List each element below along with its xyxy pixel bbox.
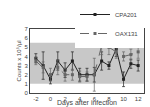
svg-text:2: 2 xyxy=(24,72,28,78)
svg-text:2: 2 xyxy=(63,96,67,102)
svg-text:5: 5 xyxy=(24,44,28,50)
svg-text:Days after infection: Days after infection xyxy=(57,99,117,107)
svg-text:4: 4 xyxy=(24,54,28,60)
svg-text:10: 10 xyxy=(120,96,127,102)
svg-text:3: 3 xyxy=(24,63,28,69)
svg-text:8: 8 xyxy=(107,96,111,102)
svg-text:1: 1 xyxy=(24,81,28,87)
svg-text:CPA201: CPA201 xyxy=(115,12,138,18)
svg-text:OAX131: OAX131 xyxy=(115,31,138,37)
svg-text:0: 0 xyxy=(49,96,53,102)
svg-text:6: 6 xyxy=(24,35,28,41)
svg-text:0: 0 xyxy=(24,90,28,96)
svg-text:6: 6 xyxy=(93,96,97,102)
svg-text:4: 4 xyxy=(78,96,82,102)
svg-text:7: 7 xyxy=(24,26,28,32)
svg-text:-2: -2 xyxy=(33,96,39,102)
svg-text:12: 12 xyxy=(135,96,142,102)
svg-text:Counts x 10⁵/µl: Counts x 10⁵/µl xyxy=(16,41,22,82)
